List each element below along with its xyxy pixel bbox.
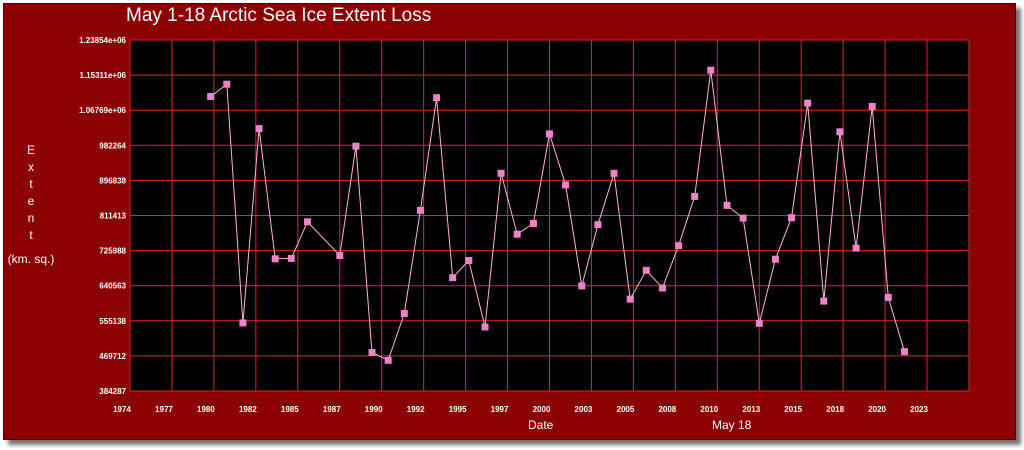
x-tick-label: 2010 [700, 405, 718, 414]
y-tick-label: 555138 [99, 317, 126, 326]
y-tick-label: 982264 [99, 141, 126, 150]
x-tick-label: 2005 [617, 405, 635, 414]
data-point [626, 295, 634, 303]
data-point [755, 319, 763, 327]
data-point [336, 252, 344, 259]
data-point [594, 221, 602, 229]
data-point [723, 201, 731, 209]
y-axis-label-letter: E [26, 143, 35, 157]
data-point [433, 94, 441, 102]
data-point [529, 220, 537, 227]
data-point [287, 254, 295, 262]
x-tick-label: 2013 [742, 405, 760, 414]
x-tick-label: 1982 [239, 405, 257, 414]
data-point [658, 284, 666, 292]
x-tick-label: 1980 [197, 405, 215, 414]
x-tick-label: 2015 [784, 405, 802, 414]
x-tick-label: 1987 [323, 405, 341, 414]
data-point [352, 142, 360, 150]
x-axis-ticks: 1974 1977 1980 1982 1985 1987 1990 1992 1995 1997… [113, 405, 928, 414]
data-point [562, 181, 570, 189]
data-point [642, 266, 650, 274]
x-tick-label: 2000 [533, 405, 551, 414]
data-point [449, 274, 457, 282]
data-point [771, 255, 779, 263]
data-point [739, 214, 747, 222]
y-tick-label: 1.06769e+06 [79, 106, 126, 115]
data-point [852, 244, 860, 252]
y-axis-ticks: 384287 469712 555138 640563 725988 811413 8968… [79, 36, 126, 396]
x-tick-label: 1992 [407, 405, 425, 414]
y-axis-label-letter: n [27, 211, 35, 225]
data-point [610, 169, 618, 177]
x-tick-label: 2008 [658, 405, 676, 414]
x-tick-label: 1997 [491, 405, 509, 414]
x-tick-label: 2020 [868, 405, 886, 414]
data-point [901, 348, 908, 356]
x-axis-label: Date [528, 418, 554, 432]
y-tick-label: 384287 [99, 387, 126, 396]
data-point [546, 130, 553, 138]
data-point [255, 125, 263, 133]
x-tick-label: 1985 [281, 405, 299, 414]
data-point [788, 214, 795, 222]
data-point [465, 257, 473, 264]
data-point [497, 169, 505, 177]
data-points [207, 66, 908, 364]
y-tick-label: 1.15311e+06 [80, 71, 127, 80]
y-tick-label: 896838 [99, 176, 126, 185]
date-label: May 18 [712, 418, 752, 432]
y-axis-label-letter: t [29, 228, 33, 242]
x-tick-label: 2023 [910, 405, 928, 414]
data-point [707, 66, 715, 74]
y-tick-label: 640563 [99, 282, 126, 291]
data-point [271, 255, 279, 263]
y-axis-label-letter: x [28, 160, 34, 174]
y-axis-label-letter: e [27, 194, 35, 208]
x-tick-label: 1974 [113, 405, 131, 414]
grid-lines [129, 39, 970, 392]
data-point [400, 310, 408, 317]
data-point [868, 102, 876, 110]
y-tick-label: 725988 [99, 247, 126, 256]
data-point [578, 282, 586, 290]
data-point [304, 218, 311, 226]
x-tick-label: 2018 [826, 405, 844, 414]
data-point [416, 206, 424, 214]
data-point [513, 230, 521, 238]
data-point [207, 93, 215, 100]
x-tick-label: 1990 [365, 405, 383, 414]
data-point [820, 297, 828, 305]
data-point [223, 80, 231, 88]
x-tick-label: 1977 [155, 405, 173, 414]
data-point [675, 242, 683, 250]
data-point [804, 99, 812, 107]
y-axis-label-letter: t [29, 177, 33, 191]
y-axis-unit: (km. sq.) [7, 252, 55, 266]
y-tick-label: 469712 [99, 352, 126, 361]
x-tick-label: 2003 [575, 405, 593, 414]
data-point [384, 356, 392, 364]
x-tick-label: 1995 [449, 405, 467, 414]
data-point [368, 349, 376, 356]
data-point [884, 293, 892, 301]
data-point [836, 128, 844, 136]
data-point [239, 319, 247, 327]
y-tick-label: 1.23854e+06 [79, 36, 126, 45]
data-point [481, 323, 489, 331]
chart-title: May 1-18 Arctic Sea Ice Extent Loss [126, 5, 432, 26]
data-point [691, 192, 699, 200]
y-tick-label: 811413 [100, 212, 127, 221]
